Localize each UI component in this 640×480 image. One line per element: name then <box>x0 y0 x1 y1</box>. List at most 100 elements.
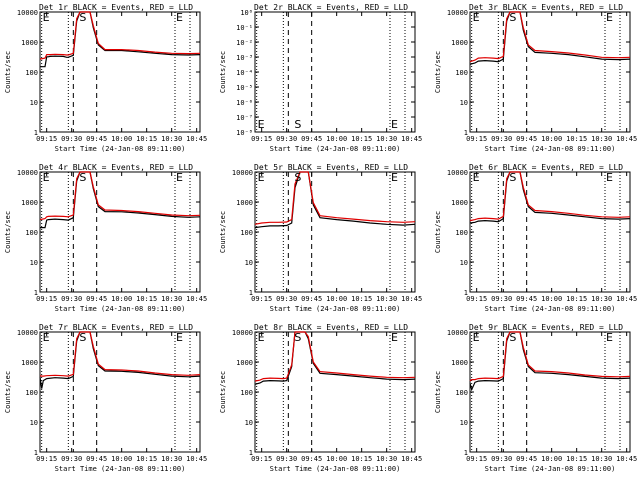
lld-series-line <box>39 171 201 221</box>
time-marker-label: E <box>391 331 398 344</box>
y-tick-label: 10 <box>30 99 38 107</box>
x-tick-label: 10:15 <box>136 455 157 463</box>
time-marker-label: E <box>473 11 480 24</box>
x-tick-label: 10:30 <box>591 455 612 463</box>
plot-frame <box>469 171 631 293</box>
lld-series-line <box>254 171 416 225</box>
x-tick-label: 10:15 <box>136 135 157 143</box>
y-tick-label: 100 <box>25 69 38 77</box>
panel-title: Det 5r BLACK = Events, RED = LLD <box>254 163 408 172</box>
lld-series-line <box>39 331 201 377</box>
y-tick-label: 10000 <box>447 329 468 337</box>
x-tick-label: 09:45 <box>516 135 537 143</box>
x-tick-label: 10:45 <box>401 295 422 303</box>
x-tick-label: 10:15 <box>351 295 372 303</box>
y-tick-label: 100 <box>455 389 468 397</box>
x-tick-label: 09:30 <box>276 455 297 463</box>
y-axis-label: Counts/sec <box>219 51 227 93</box>
time-marker-label: S <box>79 331 86 344</box>
y-tick-label: 10000 <box>232 169 253 177</box>
plot-frame <box>254 171 416 293</box>
x-axis-label: Start Time (24-Jan-08 09:11:00) <box>485 465 616 473</box>
panel-title: Det 4r BLACK = Events, RED = LLD <box>39 163 193 172</box>
panel-title: Det 1r BLACK = Events, RED = LLD <box>39 3 193 12</box>
time-marker-label: E <box>258 118 265 131</box>
time-marker-label: E <box>258 171 265 184</box>
y-tick-label: 10000 <box>17 169 38 177</box>
panel-2: Det 2r BLACK = Events, RED = LLD Counts/s… <box>219 3 422 153</box>
x-tick-label: 10:45 <box>186 135 207 143</box>
y-tick-label: 10⁻⁴ <box>236 69 253 77</box>
x-tick-label: 09:30 <box>276 135 297 143</box>
panel-5: Det 5r BLACK = Events, RED = LLD Counts/s… <box>219 163 422 313</box>
time-marker-label: S <box>79 171 86 184</box>
y-tick-label: 1000 <box>21 199 38 207</box>
x-tick-label: 09:30 <box>491 135 512 143</box>
panel-4: Det 4r BLACK = Events, RED = LLD Counts/s… <box>4 163 207 313</box>
time-marker-label: E <box>473 171 480 184</box>
panel-1: Det 1r BLACK = Events, RED = LLD Counts/s… <box>4 3 207 153</box>
x-tick-label: 10:30 <box>591 135 612 143</box>
plot-frame <box>469 331 631 453</box>
x-tick-label: 10:15 <box>566 135 587 143</box>
y-axis-label: Counts/sec <box>4 211 12 253</box>
y-tick-label: 1 <box>464 129 468 137</box>
x-tick-label: 10:30 <box>591 295 612 303</box>
x-tick-label: 09:30 <box>491 295 512 303</box>
y-axis-label: Counts/sec <box>4 51 12 93</box>
x-tick-label: 09:15 <box>466 135 487 143</box>
x-tick-label: 10:45 <box>616 295 637 303</box>
y-tick-label: 10000 <box>17 329 38 337</box>
y-tick-label: 100 <box>240 389 253 397</box>
panel-title: Det 8r BLACK = Events, RED = LLD <box>254 323 408 332</box>
lld-series-line <box>469 171 631 222</box>
y-tick-label: 10⁻⁵ <box>236 84 253 92</box>
y-tick-label: 10⁻³ <box>236 54 253 62</box>
x-tick-label: 10:15 <box>351 455 372 463</box>
time-marker-label: E <box>391 171 398 184</box>
x-axis-label: Start Time (24-Jan-08 09:11:00) <box>55 145 186 153</box>
y-tick-label: 1 <box>34 129 38 137</box>
y-tick-label: 1000 <box>21 359 38 367</box>
lld-series-line <box>469 331 631 382</box>
x-tick-label: 10:00 <box>326 455 347 463</box>
y-tick-label: 10 <box>30 419 38 427</box>
x-tick-label: 09:15 <box>36 135 57 143</box>
y-tick-label: 10 <box>245 259 253 267</box>
x-tick-label: 09:45 <box>86 295 107 303</box>
time-marker-label: E <box>176 331 183 344</box>
time-marker-label: E <box>606 331 613 344</box>
plot-frame <box>469 11 631 133</box>
x-tick-label: 10:15 <box>136 295 157 303</box>
y-tick-label: 10 <box>460 419 468 427</box>
panel-3: Det 3r BLACK = Events, RED = LLD Counts/s… <box>434 3 637 153</box>
lld-series-line <box>39 11 201 60</box>
x-tick-label: 10:45 <box>186 295 207 303</box>
x-tick-label: 09:30 <box>61 135 82 143</box>
x-axis-label: Start Time (24-Jan-08 09:11:00) <box>270 145 401 153</box>
y-axis-label: Counts/sec <box>434 211 442 253</box>
x-tick-label: 10:45 <box>186 455 207 463</box>
x-axis-label: Start Time (24-Jan-08 09:11:00) <box>270 465 401 473</box>
time-marker-label: S <box>79 11 86 24</box>
y-tick-label: 1000 <box>451 39 468 47</box>
time-marker-label: E <box>176 11 183 24</box>
y-tick-label: 1000 <box>236 359 253 367</box>
y-tick-label: 10⁰ <box>240 9 253 17</box>
y-tick-label: 1 <box>249 289 253 297</box>
x-tick-label: 09:45 <box>301 455 322 463</box>
y-tick-label: 1000 <box>21 39 38 47</box>
x-tick-label: 09:45 <box>86 135 107 143</box>
y-tick-label: 10⁻⁸ <box>236 129 253 137</box>
x-axis-label: Start Time (24-Jan-08 09:11:00) <box>55 465 186 473</box>
y-tick-label: 100 <box>455 229 468 237</box>
y-tick-label: 10000 <box>447 169 468 177</box>
time-marker-label: E <box>473 331 480 344</box>
y-axis-label: Counts/sec <box>219 371 227 413</box>
plot-frame <box>39 331 201 453</box>
x-tick-label: 10:30 <box>376 295 397 303</box>
x-tick-label: 09:30 <box>61 295 82 303</box>
x-tick-label: 09:15 <box>36 295 57 303</box>
x-tick-label: 10:45 <box>401 135 422 143</box>
time-marker-label: E <box>176 171 183 184</box>
